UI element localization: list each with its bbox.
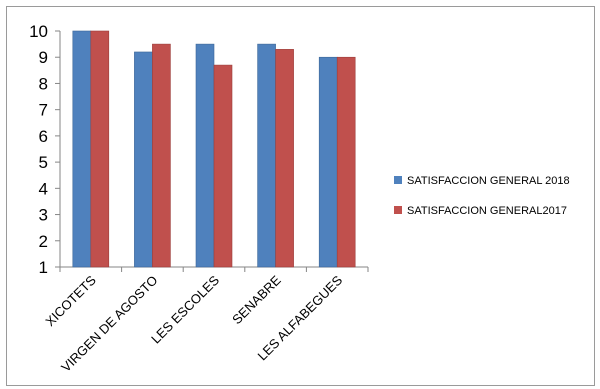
bar-2018 <box>257 43 276 268</box>
bar-2017 <box>90 30 110 268</box>
x-category-label: SENABRE <box>229 272 284 327</box>
y-tick-label: 5 <box>39 153 48 172</box>
bar-2018 <box>318 56 338 268</box>
y-tick-label: 7 <box>39 101 48 120</box>
bar-2017 <box>336 56 356 268</box>
bar-2017 <box>152 43 171 268</box>
legend-swatch <box>394 206 402 214</box>
chart-legend: SATISFACCION GENERAL 2018 SATISFACCION GE… <box>394 175 570 217</box>
bar-2018 <box>195 43 215 268</box>
y-tick-label: 10 <box>29 22 48 41</box>
y-tick-label: 8 <box>39 74 48 93</box>
chart-bars <box>72 30 356 268</box>
y-tick-label: 6 <box>39 127 48 146</box>
y-tick-label: 3 <box>39 206 48 225</box>
bar-2018 <box>134 51 153 268</box>
y-tick-label: 9 <box>39 48 48 67</box>
bar-2017 <box>275 49 294 268</box>
y-tick-labels: 1 2 3 4 5 6 7 8 9 10 <box>29 22 48 277</box>
y-tick-label: 1 <box>39 258 48 277</box>
legend-label: SATISFACCION GENERAL 2018 <box>407 175 570 187</box>
legend-label: SATISFACCION GENERAL2017 <box>407 205 567 217</box>
y-tick-label: 2 <box>39 232 48 251</box>
legend-swatch <box>394 176 402 184</box>
x-category-label: XICOTETS <box>42 272 99 329</box>
bar-2017 <box>213 64 233 268</box>
bar-2018 <box>72 30 92 268</box>
y-tick-label: 4 <box>39 179 48 198</box>
